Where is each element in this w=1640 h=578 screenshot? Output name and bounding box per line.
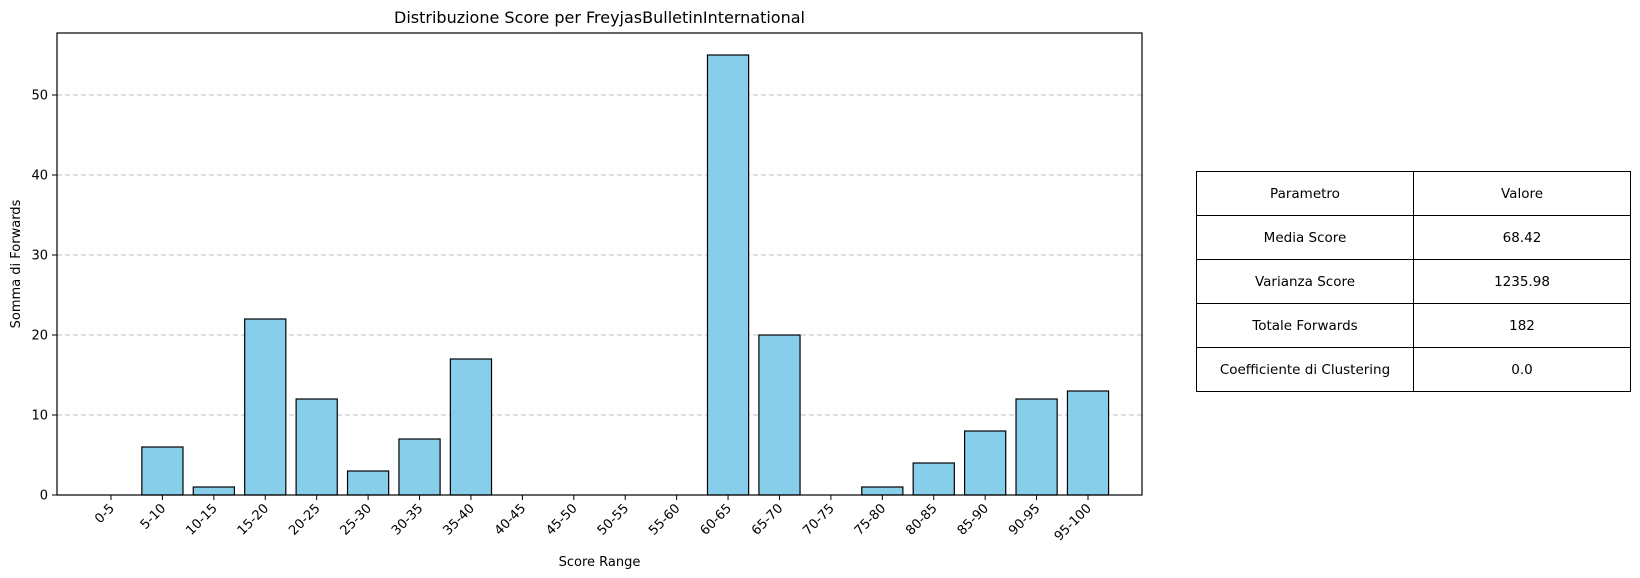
bar xyxy=(244,318,287,496)
y-tick-label: 20 xyxy=(31,329,48,344)
bar xyxy=(449,358,493,496)
x-tick-label: 5-10 xyxy=(138,501,169,532)
x-tick-label: 30-35 xyxy=(389,501,426,538)
bar xyxy=(861,486,904,496)
bar xyxy=(912,462,955,496)
bar xyxy=(1015,398,1058,496)
x-tick-label: 55-60 xyxy=(646,501,683,538)
x-tick-label: 95-100 xyxy=(1052,501,1095,544)
y-axis-ticks: 0 10 20 30 40 50 xyxy=(31,89,57,504)
y-tick-label: 40 xyxy=(31,169,48,184)
bars xyxy=(141,54,1110,496)
bar xyxy=(141,446,184,496)
table-cell: Varianza Score xyxy=(1196,259,1414,304)
table-header-cell: Parametro xyxy=(1196,171,1414,216)
table-cell: 182 xyxy=(1413,303,1631,348)
table-cell: Totale Forwards xyxy=(1196,303,1414,348)
x-tick-label: 50-55 xyxy=(595,501,632,538)
x-tick-label: 25-30 xyxy=(338,501,375,538)
table-cell: Media Score xyxy=(1196,215,1414,260)
x-tick-label: 65-70 xyxy=(749,501,786,538)
table-cell: 68.42 xyxy=(1413,215,1631,260)
bar xyxy=(963,430,1007,496)
x-tick-label: 0-5 xyxy=(92,501,118,527)
y-tick-label: 10 xyxy=(31,409,48,424)
x-tick-label: 45-50 xyxy=(543,501,580,538)
x-tick-label: 80-85 xyxy=(903,501,940,538)
stats-table: Parametro Valore Media Score 68.42 Varia… xyxy=(1196,171,1631,392)
table-cell: Coefficiente di Clustering xyxy=(1196,347,1414,392)
table-row: Coefficiente di Clustering 0.0 xyxy=(1196,347,1631,392)
bar xyxy=(192,486,236,496)
bar xyxy=(706,54,750,496)
table-row: Media Score 68.42 xyxy=(1196,215,1631,260)
table-cell: 1235.98 xyxy=(1413,259,1631,304)
bar xyxy=(346,470,390,496)
x-tick-label: 70-75 xyxy=(800,501,837,538)
x-tick-label: 60-65 xyxy=(698,501,735,538)
x-tick-label: 40-45 xyxy=(492,501,529,538)
y-tick-label: 0 xyxy=(40,489,48,504)
bar xyxy=(398,438,441,496)
y-axis-label: Somma di Forwards xyxy=(9,199,24,328)
y-tick-label: 50 xyxy=(31,89,48,104)
y-tick-label: 30 xyxy=(31,249,48,264)
x-tick-label: 15-20 xyxy=(235,501,272,538)
chart-title: Distribuzione Score per FreyjasBulletinI… xyxy=(394,8,805,27)
bar xyxy=(758,334,801,496)
plot-frame xyxy=(56,32,1143,496)
table-header-row: Parametro Valore xyxy=(1196,171,1631,216)
bar xyxy=(1066,390,1110,496)
x-tick-label: 35-40 xyxy=(440,501,477,538)
table-header-cell: Valore xyxy=(1413,171,1631,216)
grid-lines xyxy=(57,94,1142,416)
x-axis-label: Score Range xyxy=(559,555,641,570)
x-axis-ticks: 0-5 5-10 10-15 15-20 20-25 25-30 30-35 35-40 40-… xyxy=(92,495,1095,544)
x-tick-label: 85-90 xyxy=(955,501,992,538)
x-tick-label: 75-80 xyxy=(852,501,889,538)
x-tick-label: 90-95 xyxy=(1006,501,1043,538)
bar xyxy=(295,398,338,496)
table-cell: 0.0 xyxy=(1413,347,1631,392)
table-row: Totale Forwards 182 xyxy=(1196,303,1631,348)
table-row: Varianza Score 1235.98 xyxy=(1196,259,1631,304)
x-tick-label: 20-25 xyxy=(286,501,323,538)
x-tick-label: 10-15 xyxy=(183,501,220,538)
